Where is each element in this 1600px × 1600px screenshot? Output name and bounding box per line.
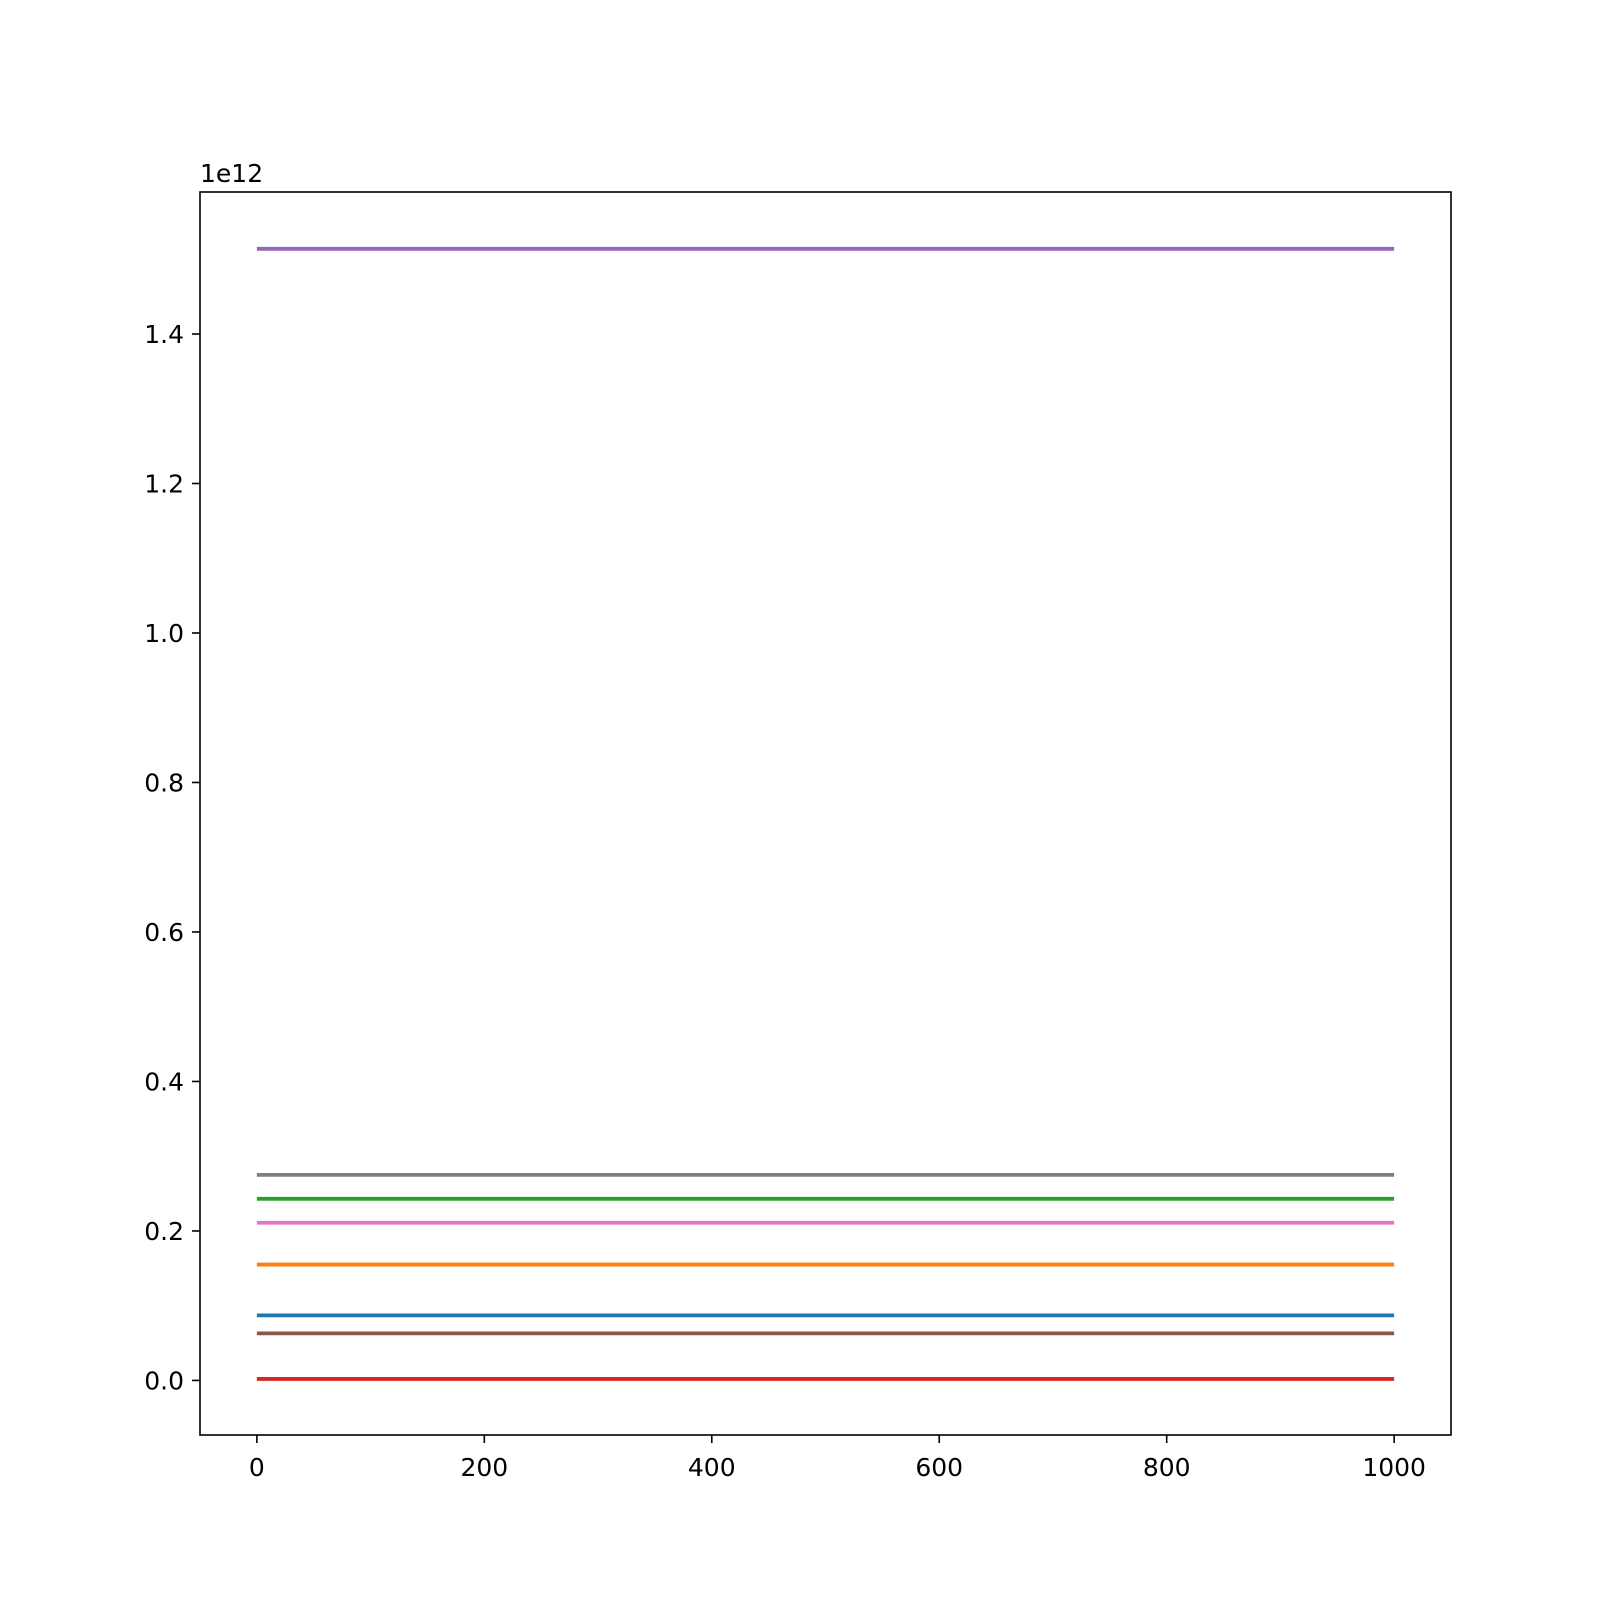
y-axis-offset-label: 1e12 (200, 159, 263, 188)
x-tick-label: 200 (460, 1453, 508, 1482)
y-tick-label: 0.6 (144, 918, 184, 947)
y-tick-label: 0.4 (144, 1067, 184, 1096)
y-tick-label: 0.8 (144, 768, 184, 797)
y-tick-label: 1.2 (144, 470, 184, 499)
x-tick-label: 800 (1143, 1453, 1191, 1482)
y-tick-label: 1.0 (144, 619, 184, 648)
x-tick-label: 0 (249, 1453, 265, 1482)
x-tick-label: 1000 (1362, 1453, 1426, 1482)
x-tick-label: 600 (915, 1453, 963, 1482)
y-tick-label: 0.0 (144, 1366, 184, 1395)
y-tick-label: 0.2 (144, 1217, 184, 1246)
x-tick-label: 400 (688, 1453, 736, 1482)
y-tick-label: 1.4 (144, 320, 184, 349)
